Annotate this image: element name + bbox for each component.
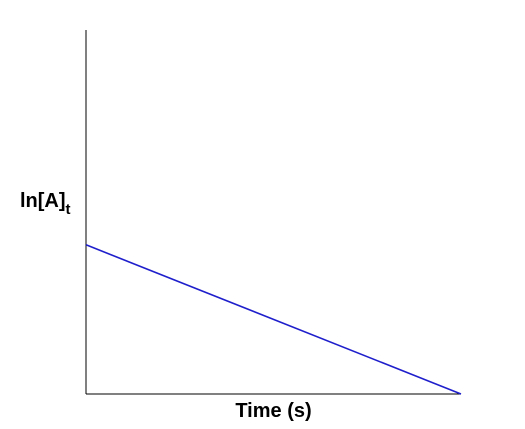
y-axis-label-subscript: t [66, 201, 71, 218]
series-layer [85, 244, 462, 395]
y-axis-label: ln[A]t [20, 190, 71, 218]
x-axis-label: Time (s) [235, 400, 311, 422]
series-line-1 [85, 244, 462, 395]
y-axis-label-main: ln[A] [20, 190, 66, 212]
